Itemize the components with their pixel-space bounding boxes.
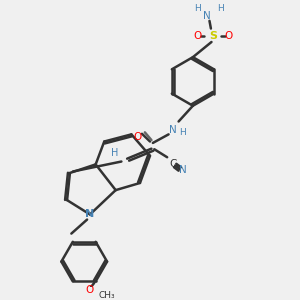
Text: H: H	[194, 4, 201, 13]
Text: O: O	[193, 31, 201, 41]
Text: N: N	[169, 125, 177, 135]
Text: H: H	[217, 4, 224, 13]
Text: H: H	[111, 148, 118, 158]
Text: O: O	[133, 132, 141, 142]
Text: N: N	[179, 165, 187, 175]
Text: S: S	[209, 31, 217, 41]
Text: CH₃: CH₃	[98, 291, 115, 300]
Text: N: N	[85, 209, 94, 219]
Text: H: H	[179, 128, 186, 137]
Text: O: O	[86, 285, 94, 295]
Text: C: C	[169, 159, 177, 170]
Text: O: O	[224, 31, 233, 41]
Text: N: N	[203, 11, 211, 21]
